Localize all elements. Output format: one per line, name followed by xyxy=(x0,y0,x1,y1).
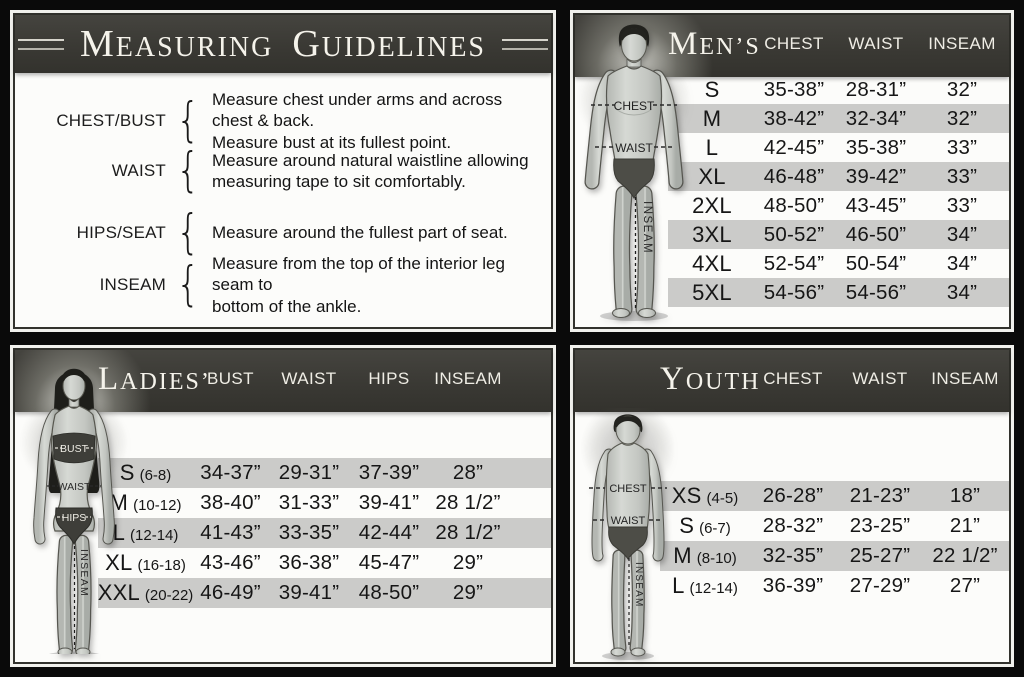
mens-body-figure: CHEST WAIST INSEAM xyxy=(576,24,692,321)
figure-shadow xyxy=(600,311,668,321)
double-line-ornament-left xyxy=(17,38,64,50)
head xyxy=(615,415,641,445)
table-row: XL 46-48” 39-42” 33” xyxy=(668,162,1009,191)
guideline-text: Measure chest under arms and across ches… xyxy=(212,90,503,152)
waist-measure-label: WAIST xyxy=(615,141,653,155)
ladies-col-inseam: INSEAM xyxy=(434,369,502,388)
youth-col-inseam: INSEAM xyxy=(931,369,999,388)
youth-col-chest: CHEST xyxy=(763,369,823,388)
brace-glyph: { xyxy=(176,204,200,260)
mens-col-chest: CHEST xyxy=(764,34,824,53)
ladies-col-bust: BUST xyxy=(207,369,254,388)
bust-measure-label: BUST xyxy=(60,443,89,455)
guideline-text: Measure around the fullest part of seat. xyxy=(212,223,508,243)
guideline-label: HIPS/SEAT xyxy=(76,223,166,242)
guideline-chest-bust: CHEST/BUST { Measure chest under arms an… xyxy=(26,89,543,153)
mens-col-inseam: INSEAM xyxy=(928,34,996,53)
youth-col-waist: WAIST xyxy=(852,369,908,388)
youth-title: YOUTH xyxy=(660,360,761,397)
table-row: S 35-38” 28-31” 32” xyxy=(704,76,978,102)
measuring-guidelines-panel: MEASURING GUIDELINES CHEST/BUST { Measur… xyxy=(10,10,556,332)
guideline-text: Measure from the top of the interior leg… xyxy=(212,254,505,316)
guideline-hips-seat: HIPS/SEAT { Measure around the fullest p… xyxy=(26,204,543,260)
youth-body-figure: CHEST WAIST INSEAM xyxy=(580,408,676,660)
table-row: 5XL 54-56” 54-56” 34” xyxy=(668,278,1009,307)
table-row: XL (16-18) 43-46” 36-38” 45-47” 29” xyxy=(105,550,484,575)
brace-glyph: { xyxy=(176,256,200,312)
guideline-inseam: INSEAM { Measure from the top of the int… xyxy=(26,253,543,317)
guideline-waist: WAIST { Measure around natural waistline… xyxy=(26,142,543,198)
youth-size-chart-panel: YOUTH CHEST WAIST INSEAM XS (4-5) 26-28” 21… xyxy=(570,345,1014,667)
briefs xyxy=(613,158,655,200)
youth-column-headers: YOUTH CHEST WAIST INSEAM xyxy=(660,348,1009,410)
mens-column-headers: MEN’S CHEST WAIST INSEAM xyxy=(668,13,1009,75)
bandeau xyxy=(52,432,96,464)
guidelines-title: MEASURING GUIDELINES xyxy=(79,23,486,65)
ladies-body-figure: BUST WAIST HIPS INSEAM xyxy=(19,368,129,654)
table-row: S (6-8) 34-37” 29-31” 37-39” 28” xyxy=(98,458,551,488)
waist-measure-label: WAIST xyxy=(58,481,91,493)
table-row: L 42-45” 35-38” 33” xyxy=(705,134,978,160)
hips-measure-label: HIPS xyxy=(62,512,87,524)
table-row: 3XL 50-52” 46-50” 34” xyxy=(668,220,1009,249)
ladies-header-band xyxy=(15,350,551,412)
table-row: XXL (20-22) 46-49” 39-41” 48-50” 29” xyxy=(98,578,551,608)
ladies-col-waist: WAIST xyxy=(281,369,337,388)
brace-glyph: { xyxy=(176,142,200,198)
inseam-measure-label: INSEAM xyxy=(641,201,653,254)
table-row: M (10-12) 38-40” 31-33” 39-41” 28 1/2” xyxy=(109,490,501,515)
waist-measure-label: WAIST xyxy=(611,515,646,527)
guideline-text: Measure around natural waistline allowin… xyxy=(212,150,529,191)
guideline-label: CHEST/BUST xyxy=(56,110,166,130)
table-row: L (12-14) 36-39” 27-29” 27” xyxy=(672,573,981,598)
table-row: XS (4-5) 26-28” 21-23” 18” xyxy=(660,481,1009,511)
youth-table: XS (4-5) 26-28” 21-23” 18” S (6-7) 28-32” 23-25… xyxy=(660,481,1009,601)
mens-col-waist: WAIST xyxy=(848,34,904,53)
guidelines-header-band: MEASURING GUIDELINES xyxy=(15,15,551,73)
mens-table: S 35-38” 28-31” 32” M 38-42” 32-34” 32” L 42-45… xyxy=(668,75,1009,307)
table-row: S (6-7) 28-32” 23-25” 21” xyxy=(679,513,981,538)
bikini xyxy=(55,507,93,546)
mens-title: MEN’S xyxy=(668,25,761,62)
mens-size-chart-panel: MEN’S CHEST WAIST INSEAM S 35-38” 28-31” 32… xyxy=(570,10,1014,332)
guideline-label: INSEAM xyxy=(99,274,166,294)
table-row: 4XL 52-54” 50-54” 34” xyxy=(692,250,978,276)
ladies-col-hips: HIPS xyxy=(368,369,410,388)
inseam-measure-label: INSEAM xyxy=(633,562,644,608)
ladies-size-chart-panel: LADIES’ BUST WAIST HIPS INSEAM S (6-8) 34-… xyxy=(10,345,556,667)
guideline-label: WAIST xyxy=(111,161,166,180)
table-row: M 38-42” 32-34” 32” xyxy=(668,104,1009,133)
youth-header-band xyxy=(575,350,1009,412)
double-line-ornament-right xyxy=(502,38,548,50)
inseam-measure-label: INSEAM xyxy=(78,549,90,597)
chest-measure-label: CHEST xyxy=(609,483,647,495)
table-row: L (12-14) 41-43” 33-35” 42-44” 28 1/2” xyxy=(98,518,551,548)
briefs xyxy=(608,526,648,560)
table-row: M (8-10) 32-35” 25-27” 22 1/2” xyxy=(660,541,1009,571)
chest-measure-label: CHEST xyxy=(614,99,655,113)
ladies-column-headers: LADIES’ BUST WAIST HIPS INSEAM xyxy=(98,348,551,410)
brace-glyph: { xyxy=(176,92,200,148)
ladies-table: S (6-8) 34-37” 29-31” 37-39” 28” M (10-12) 38-4… xyxy=(98,458,551,608)
table-row: 2XL 48-50” 43-45” 33” xyxy=(692,192,978,218)
